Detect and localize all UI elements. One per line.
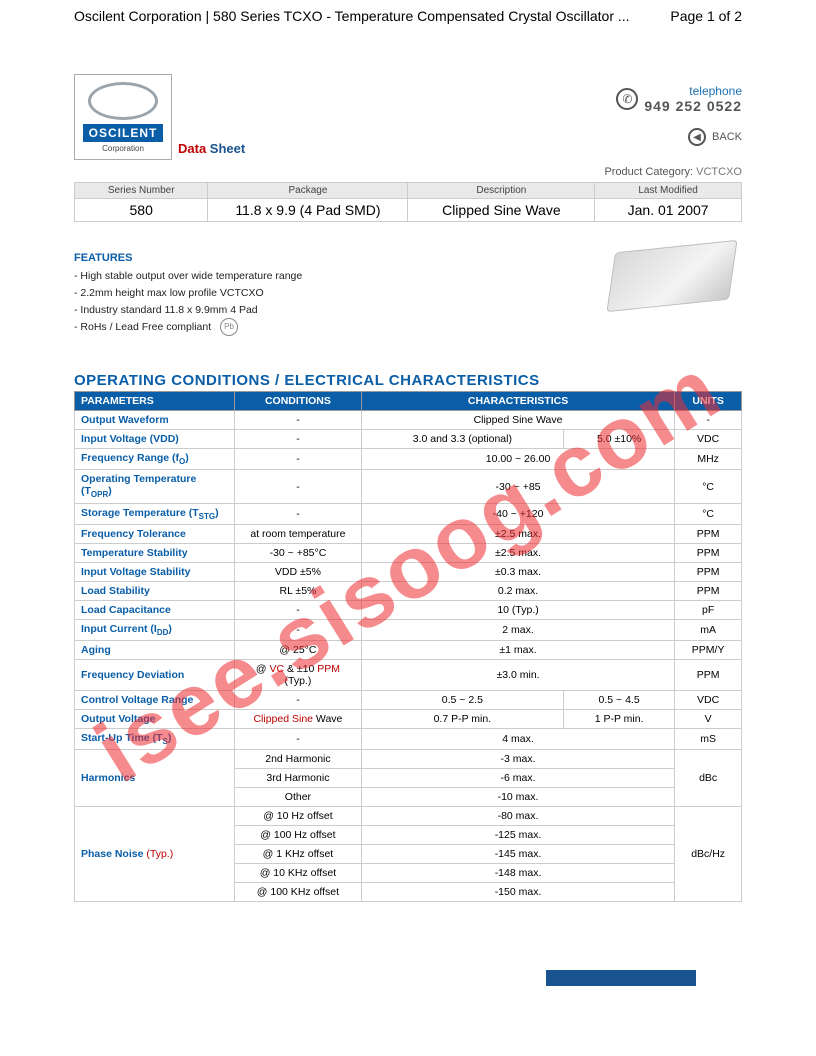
section-title: OPERATING CONDITIONS / ELECTRICAL CHARAC…	[74, 372, 742, 389]
spec-table: PARAMETERS CONDITIONS CHARACTERISTICS UN…	[74, 391, 742, 901]
summary-h1: Package	[208, 183, 408, 199]
table-row: Phase Noise (Typ.)@ 10 Hz offset-80 max.…	[75, 806, 742, 825]
table-row: Output VoltageClipped Sine Wave0.7 P-P m…	[75, 709, 742, 728]
table-row: Input Voltage (VDD)-3.0 and 3.3 (optiona…	[75, 430, 742, 449]
table-row: Temperature Stability-30 ~ +85°C±2.5 max…	[75, 543, 742, 562]
th-param: PARAMETERS	[75, 392, 235, 411]
table-row: Harmonics2nd Harmonic-3 max.dBc	[75, 749, 742, 768]
logo-ring-icon	[88, 82, 158, 120]
summary-h2: Description	[408, 183, 595, 199]
footer-bar	[546, 970, 696, 986]
page-number: Page 1 of 2	[670, 8, 742, 24]
table-row: Input Voltage StabilityVDD ±5%±0.3 max.P…	[75, 562, 742, 581]
ds-data: Data	[178, 141, 206, 156]
table-row: Load Capacitance-10 (Typ.)pF	[75, 600, 742, 619]
prod-cat-value: VCTCXO	[696, 166, 742, 178]
phone-row: ✆ telephone 949 252 0522	[616, 84, 742, 114]
company-logo: OSCILENT Corporation	[74, 74, 172, 160]
features-block: FEATURES - High stable output over wide …	[74, 252, 742, 336]
back-button[interactable]: ◀ BACK	[616, 128, 742, 146]
table-row: Storage Temperature (TSTG)--40 ~ +120°C	[75, 503, 742, 524]
summary-h3: Last Modified	[595, 183, 742, 199]
product-category-row: Product Category: VCTCXO	[74, 166, 742, 178]
summary-v3: Jan. 01 2007	[595, 199, 742, 222]
back-label: BACK	[712, 131, 742, 143]
summary-h0: Series Number	[75, 183, 208, 199]
table-row: Output Waveform-Clipped Sine Wave-	[75, 411, 742, 430]
table-row: Frequency Toleranceat room temperature±2…	[75, 524, 742, 543]
th-cond: CONDITIONS	[235, 392, 362, 411]
prod-cat-label: Product Category:	[604, 166, 693, 178]
doc-title: Oscilent Corporation | 580 Series TCXO -…	[74, 8, 630, 24]
table-row: Load StabilityRL ±5%0.2 max.PPM	[75, 581, 742, 600]
contact-block: ✆ telephone 949 252 0522 ◀ BACK	[616, 74, 742, 146]
logo-block: OSCILENT Corporation Data Sheet	[74, 74, 245, 160]
table-row: Operating Temperature (TOPR)--30 ~ +85°C	[75, 470, 742, 503]
logo-sub: Corporation	[102, 144, 144, 153]
table-row: Control Voltage Range-0.5 ~ 2.50.5 ~ 4.5…	[75, 690, 742, 709]
table-row: Aging@ 25°C±1 max.PPM/Y	[75, 640, 742, 659]
feature-3: - RoHs / Lead Free compliant Pb	[74, 318, 742, 336]
page-header: Oscilent Corporation | 580 Series TCXO -…	[0, 0, 816, 24]
summary-v1: 11.8 x 9.9 (4 Pad SMD)	[208, 199, 408, 222]
top-row: OSCILENT Corporation Data Sheet ✆ teleph…	[74, 74, 742, 160]
phone-number: 949 252 0522	[644, 98, 742, 114]
datasheet-label: Data Sheet	[178, 141, 245, 156]
summary-v2: Clipped Sine Wave	[408, 199, 595, 222]
back-arrow-icon: ◀	[688, 128, 706, 146]
th-units: UNITS	[675, 392, 742, 411]
th-char: CHARACTERISTICS	[361, 392, 674, 411]
summary-v0: 580	[75, 199, 208, 222]
logo-name: OSCILENT	[83, 124, 164, 142]
table-row: Input Current (IDD)-2 max.mA	[75, 619, 742, 640]
summary-table: Series Number Package Description Last M…	[74, 182, 742, 222]
telephone-label: telephone	[644, 84, 742, 98]
content: OSCILENT Corporation Data Sheet ✆ teleph…	[0, 24, 816, 902]
table-row: Frequency Deviation@ VC & ±10 PPM (Typ.)…	[75, 659, 742, 690]
table-row: Frequency Range (fO)-10.00 ~ 26.00MHz	[75, 449, 742, 470]
table-row: Start-Up Time (TS)-4 max.mS	[75, 728, 742, 749]
pb-free-icon: Pb	[220, 318, 238, 336]
phone-icon: ✆	[616, 88, 638, 110]
ds-sheet: Sheet	[206, 141, 245, 156]
